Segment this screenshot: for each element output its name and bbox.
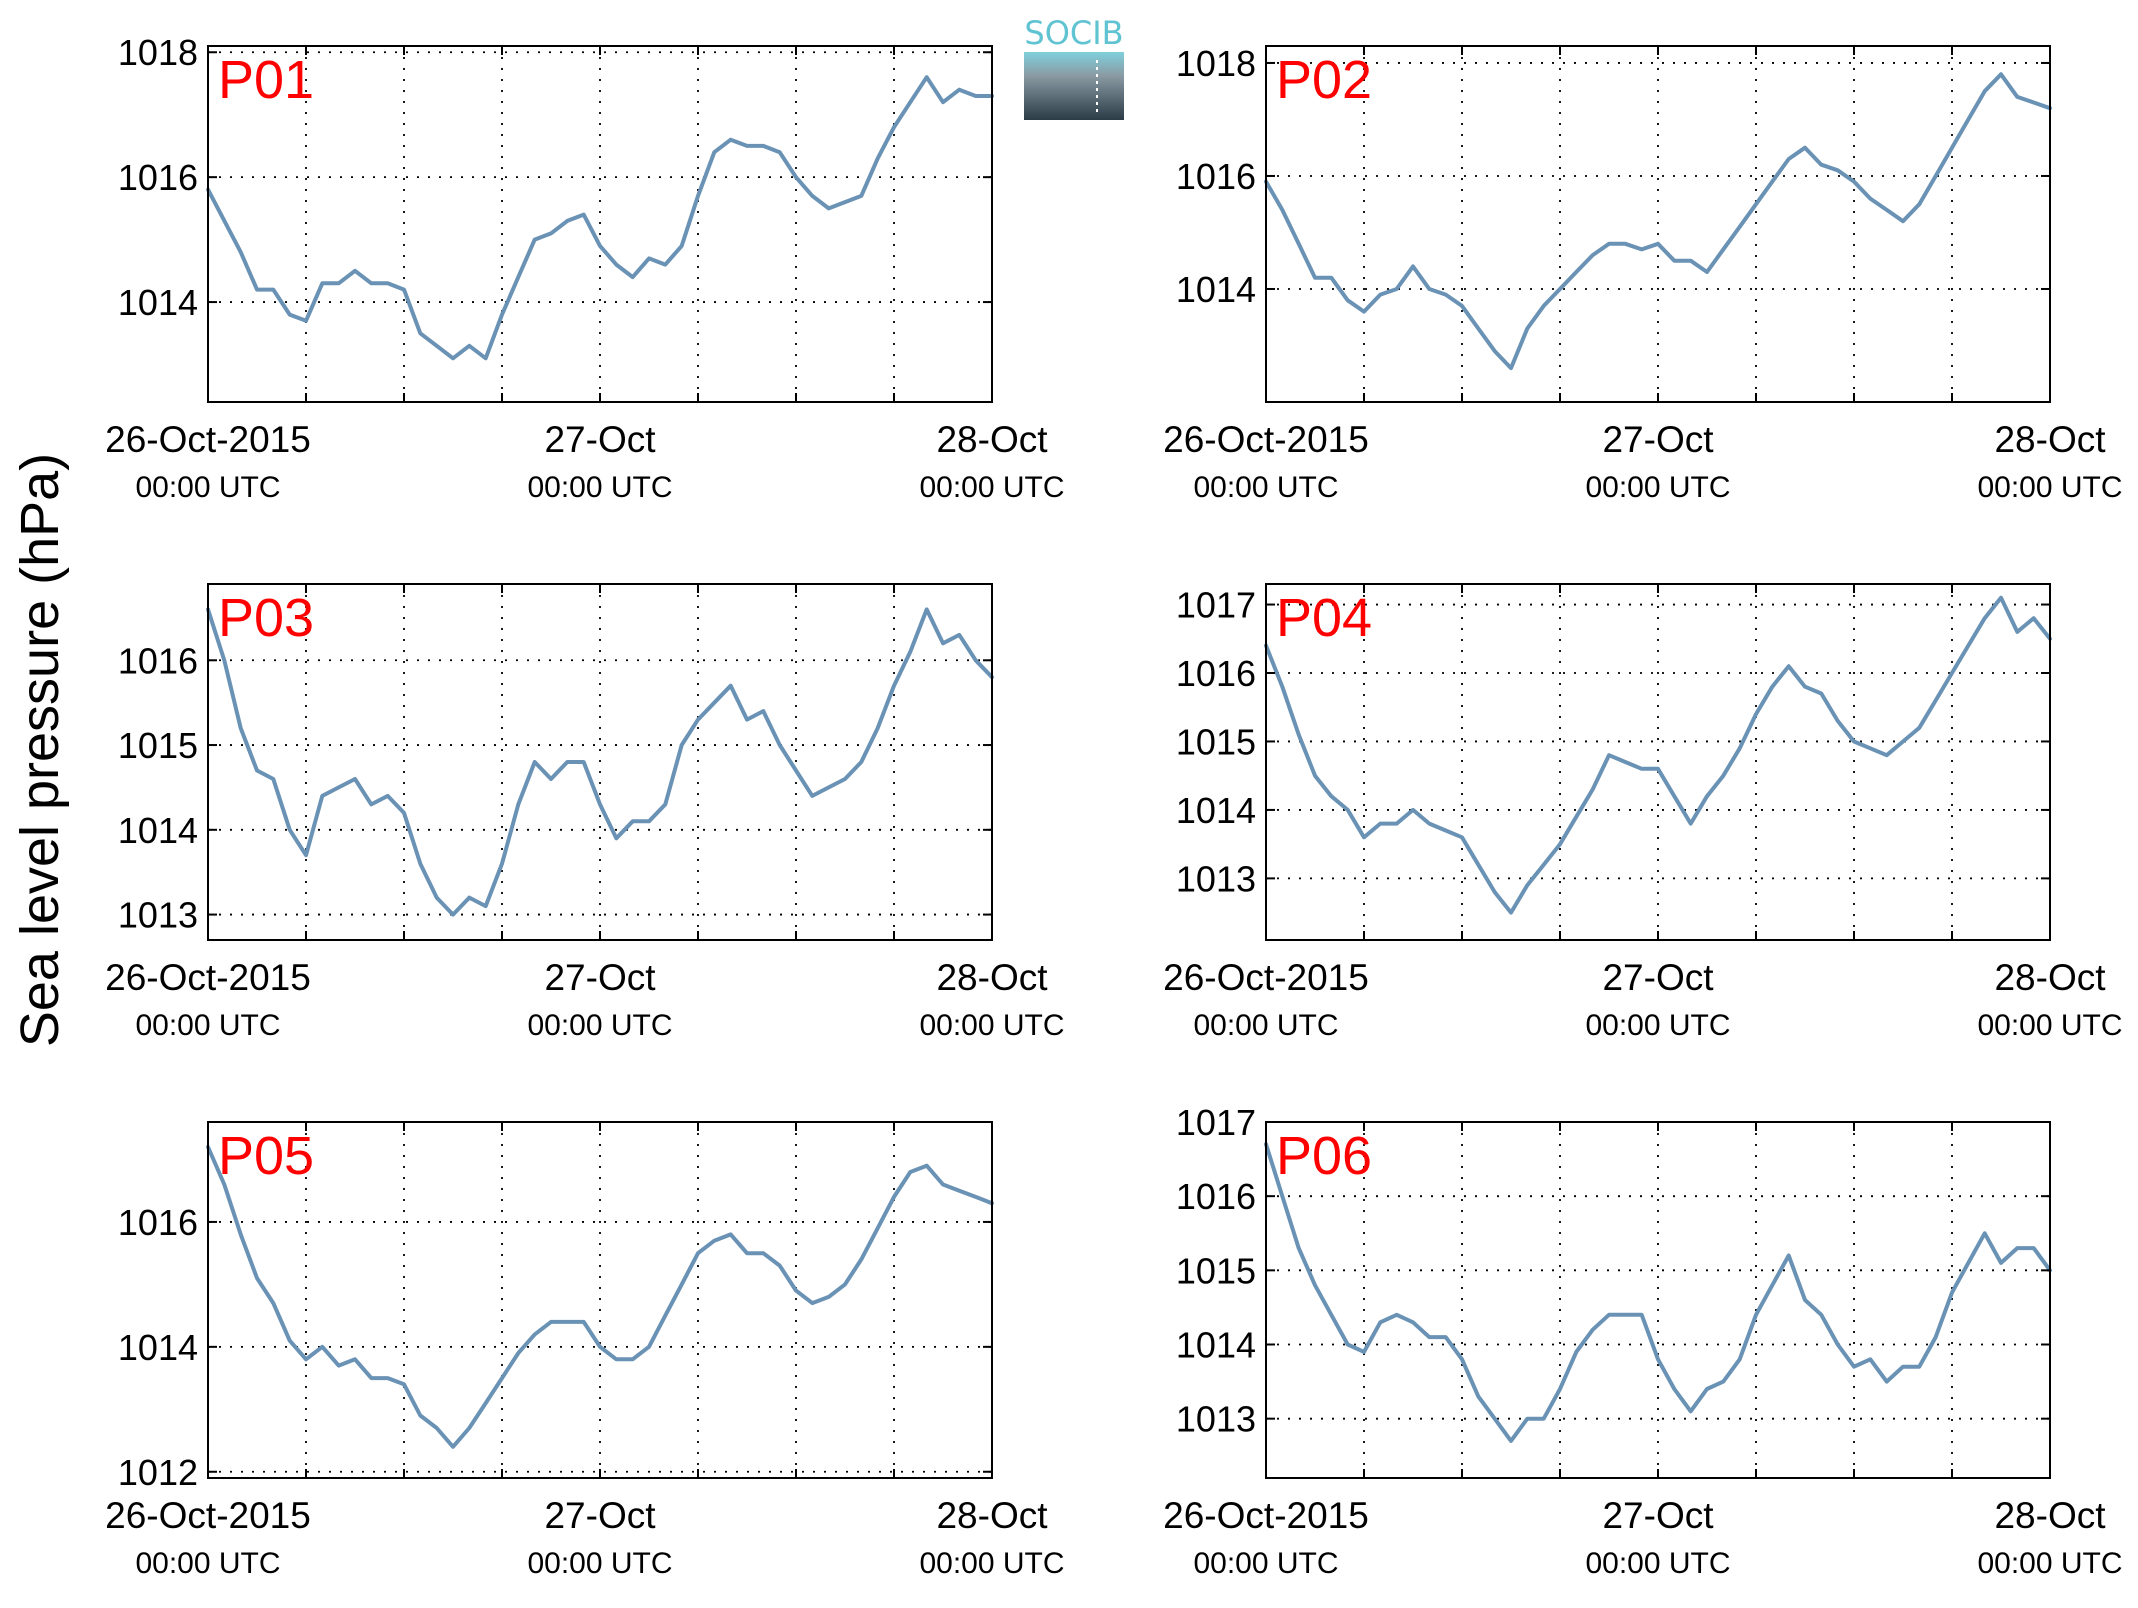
y-tick-label: 1014 (1176, 1325, 1256, 1366)
y-tick-label: 1014 (118, 1327, 198, 1368)
panel-p01: 1014 1016 1018 26-Oct-2015 00:00 UTC 27-Oct 00… (105, 32, 1064, 504)
x-tick-sublabel: 00:00 UTC (1977, 1009, 2122, 1042)
y-tick-label: 1014 (118, 810, 198, 851)
y-tick-label: 1015 (1176, 1250, 1256, 1291)
y-tick-label: 1013 (1176, 858, 1256, 899)
x-tick-sublabel: 00:00 UTC (527, 471, 672, 504)
y-tick-label: 1014 (118, 282, 198, 323)
panel-p04: 1013 1014 1015 1016 1017 26-Oct-2015 00:00 UTC… (1163, 583, 2123, 1042)
panel-label: P04 (1276, 588, 1372, 648)
series-line (1264, 595, 2052, 915)
x-tick-sublabel: 00:00 UTC (1193, 1547, 1338, 1580)
x-tick-sublabel: 00:00 UTC (527, 1547, 672, 1580)
series-line (1264, 1142, 2052, 1443)
x-tick-label: 27-Oct (544, 419, 656, 460)
x-tick-label: 27-Oct (544, 957, 656, 998)
panel-label: P05 (218, 1126, 314, 1186)
x-tick-label: 28-Oct (1994, 957, 2106, 998)
y-tick-label: 1016 (118, 157, 198, 198)
x-tick-sublabel: 00:00 UTC (919, 1547, 1064, 1580)
x-tick-label: 27-Oct (1602, 1495, 1714, 1536)
y-tick-label: 1015 (1176, 721, 1256, 762)
y-tick-label: 1016 (1176, 156, 1256, 197)
panel-p03: 1013 1014 1015 1016 26-Oct-2015 00:00 UTC 27-O… (105, 583, 1065, 1042)
series-line (206, 607, 994, 917)
y-tick-label: 1016 (1176, 1176, 1256, 1217)
series-line (1264, 72, 2052, 371)
x-tick-sublabel: 00:00 UTC (1977, 471, 2122, 504)
y-tick-label: 1017 (1176, 585, 1256, 626)
y-tick-label: 1012 (118, 1452, 198, 1493)
x-tick-sublabel: 00:00 UTC (919, 471, 1064, 504)
x-tick-label: 27-Oct (544, 1495, 656, 1536)
series-line (206, 1145, 994, 1449)
x-tick-label: 26-Oct-2015 (105, 957, 311, 998)
x-tick-sublabel: 00:00 UTC (135, 1009, 280, 1042)
panel-p06: 1013 1014 1015 1016 1017 26-Oct-2015 00:00 UTC… (1163, 1102, 2122, 1580)
x-tick-label: 28-Oct (936, 419, 1048, 460)
panel-label: P01 (218, 50, 314, 110)
logo-text: SOCIB (1024, 14, 1123, 52)
y-tick-label: 1016 (118, 1202, 198, 1243)
x-tick-sublabel: 00:00 UTC (135, 1547, 280, 1580)
x-tick-sublabel: 00:00 UTC (1977, 1547, 2122, 1580)
x-tick-sublabel: 00:00 UTC (1585, 1009, 1730, 1042)
y-tick-label: 1018 (118, 32, 198, 73)
x-tick-sublabel: 00:00 UTC (527, 1009, 672, 1042)
x-tick-label: 27-Oct (1602, 957, 1714, 998)
x-tick-label: 28-Oct (936, 957, 1048, 998)
x-tick-sublabel: 00:00 UTC (1585, 471, 1730, 504)
x-tick-sublabel: 00:00 UTC (919, 1009, 1064, 1042)
socib-logo: SOCIB (1024, 14, 1124, 120)
x-tick-label: 26-Oct-2015 (1163, 957, 1369, 998)
y-tick-label: 1013 (118, 895, 198, 936)
panels: 1014 1016 1018 26-Oct-2015 00:00 UTC 27-Oct 00… (105, 32, 2122, 1580)
panel-p05: 1012 1014 1016 26-Oct-2015 00:00 UTC 27-Oct 00… (105, 1121, 1065, 1580)
y-tick-label: 1013 (1176, 1399, 1256, 1440)
x-tick-sublabel: 00:00 UTC (1585, 1547, 1730, 1580)
x-tick-label: 26-Oct-2015 (105, 1495, 311, 1536)
x-tick-label: 27-Oct (1602, 419, 1714, 460)
panel-p02: 1014 1016 1018 26-Oct-2015 00:00 UTC 27-Oct 00… (1163, 43, 2122, 504)
x-tick-label: 28-Oct (1994, 419, 2106, 460)
panel-label: P03 (218, 588, 314, 648)
x-tick-sublabel: 00:00 UTC (1193, 1009, 1338, 1042)
logo-block (1024, 52, 1124, 120)
x-tick-label: 26-Oct-2015 (1163, 419, 1369, 460)
y-tick-label: 1014 (1176, 269, 1256, 310)
x-tick-sublabel: 00:00 UTC (1193, 471, 1338, 504)
y-tick-label: 1016 (118, 640, 198, 681)
y-tick-label: 1014 (1176, 790, 1256, 831)
x-tick-label: 28-Oct (936, 1495, 1048, 1536)
series-line (206, 75, 994, 361)
x-tick-label: 26-Oct-2015 (105, 419, 311, 460)
y-tick-label: 1016 (1176, 653, 1256, 694)
y-tick-label: 1015 (118, 725, 198, 766)
x-tick-label: 28-Oct (1994, 1495, 2106, 1536)
x-tick-label: 26-Oct-2015 (1163, 1495, 1369, 1536)
x-tick-sublabel: 00:00 UTC (135, 471, 280, 504)
y-tick-label: 1017 (1176, 1102, 1256, 1143)
y-axis-label: Sea level pressure (hPa) (10, 453, 70, 1047)
panel-label: P02 (1276, 50, 1372, 110)
panel-label: P06 (1276, 1126, 1372, 1186)
y-tick-label: 1018 (1176, 43, 1256, 84)
